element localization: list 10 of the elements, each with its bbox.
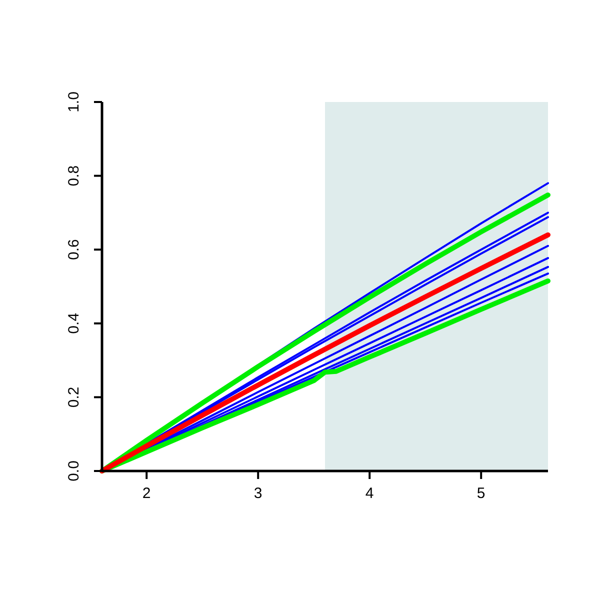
y-tick-label: 0.4 — [65, 312, 82, 334]
x-tick-label: 4 — [365, 485, 374, 502]
x-tick-label: 2 — [142, 485, 151, 502]
x-tick-label: 5 — [476, 485, 486, 502]
y-tick-label: 0.6 — [65, 239, 82, 260]
y-tick-label: 0.8 — [65, 165, 82, 186]
y-tick-label: 1.0 — [65, 92, 82, 112]
x-tick-label: 3 — [254, 485, 262, 502]
y-tick-label: 0.0 — [65, 460, 82, 482]
y-tick-label: 0.2 — [65, 386, 82, 408]
